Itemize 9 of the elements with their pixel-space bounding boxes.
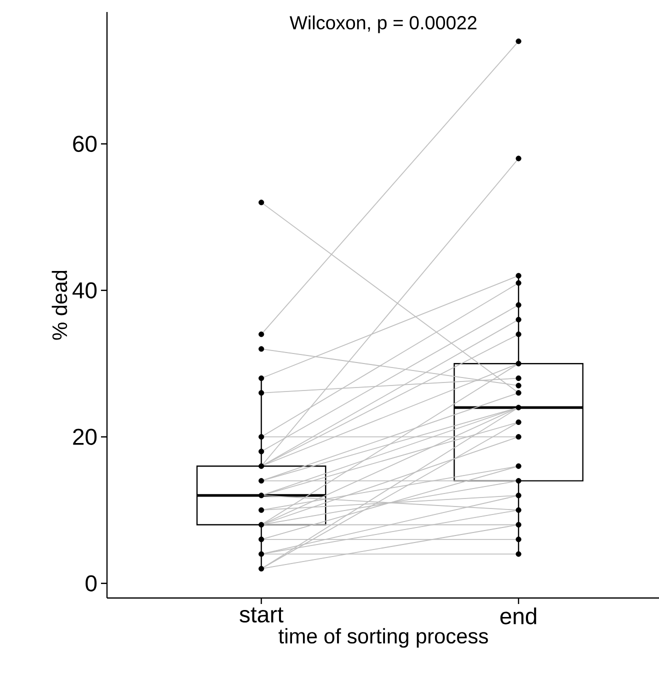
y-tick-label: 20 [73,428,97,445]
y-tick-label: 0 [86,575,97,592]
y-axis-title: % dead [52,270,68,340]
x-axis-title: time of sorting process [278,628,488,648]
y-tick-label: 60 [73,136,97,152]
y-tick-label: 40 [72,282,97,298]
annotation: Wilcoxon, p = 0.00022 [290,16,476,34]
x-tick-label: end [500,608,536,624]
x-tick-label: start [240,608,284,623]
